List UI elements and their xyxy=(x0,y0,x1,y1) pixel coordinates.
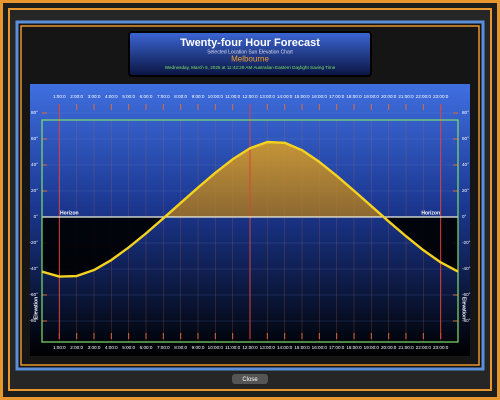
x-tick-label: 19:00:0 xyxy=(364,94,380,99)
x-tick-label: 9:00:0 xyxy=(192,94,205,99)
x-tick-label: 22:00:0 xyxy=(416,345,432,350)
y-tick-label: -20° xyxy=(462,240,471,245)
y-tick-label: -80° xyxy=(462,318,471,323)
x-tick-label: 18:00:0 xyxy=(346,345,362,350)
x-tick-label: 10:00:0 xyxy=(208,345,224,350)
y-tick-label: 80° xyxy=(31,110,38,115)
y-tick-label: 20° xyxy=(462,188,469,193)
x-tick-label: 17:00:0 xyxy=(329,94,345,99)
y-tick-label: 0° xyxy=(34,214,39,219)
chart: 1:00:0 1:00:0 2:00:0 2:00:0 3:00:0 3:00:0 4:00… xyxy=(30,94,471,350)
x-tick-label: 22:00:0 xyxy=(416,94,432,99)
x-tick-label: 17:00:0 xyxy=(329,345,345,350)
y-tick-label: 40° xyxy=(462,162,469,167)
plot-border xyxy=(41,119,459,343)
x-tick-label: 2:00:0 xyxy=(70,345,83,350)
y-tick-label: -40° xyxy=(462,266,471,271)
timestamp: Wednesday, March 5, 2025 at 11:42:29 AM … xyxy=(165,65,336,70)
y-tick-label: -40° xyxy=(30,266,39,271)
x-tick-label: 15:00:0 xyxy=(294,94,310,99)
x-tick-label: 11:00:0 xyxy=(225,94,240,99)
window-title: Twenty-four Hour Forecast xyxy=(180,37,320,49)
x-tick-label: 4:00:0 xyxy=(105,94,118,99)
x-tick-label: 1:00:0 xyxy=(53,345,66,350)
x-tick-label: 12:00:0 xyxy=(242,345,258,350)
x-tick-label: 6:00:0 xyxy=(140,94,153,99)
content-inner-border xyxy=(20,25,480,366)
x-tick-label: 21:00:0 xyxy=(398,94,414,99)
location: Melbourne xyxy=(231,55,269,64)
header-panel xyxy=(128,31,372,77)
y-tick-label: 60° xyxy=(31,136,38,141)
x-tick-label: 7:00:0 xyxy=(157,345,170,350)
horizon-label: Horizon xyxy=(421,210,440,216)
x-tick-label: 8:00:0 xyxy=(174,94,187,99)
x-tick-label: 19:00:0 xyxy=(364,345,380,350)
x-tick-label: 1:00:0 xyxy=(53,94,66,99)
x-tick-label: 20:00:0 xyxy=(381,94,397,99)
x-tick-label: 6:00:0 xyxy=(140,345,153,350)
x-tick-label: 12:00:0 xyxy=(242,94,258,99)
x-tick-label: 20:00:0 xyxy=(381,345,397,350)
y-axis-label: Elevation xyxy=(461,297,467,319)
x-tick-label: 3:00:0 xyxy=(88,94,101,99)
subtitle: Selected Location Sun Elevation Chart xyxy=(207,49,293,55)
close-button[interactable] xyxy=(232,374,268,384)
x-tick-label: 8:00:0 xyxy=(174,345,187,350)
x-tick-label: 14:00:0 xyxy=(277,94,293,99)
x-tick-label: 2:00:0 xyxy=(70,94,83,99)
y-tick-label: -60° xyxy=(30,292,39,297)
x-tick-label: 5:00:0 xyxy=(122,94,135,99)
x-tick-label: 10:00:0 xyxy=(208,94,224,99)
x-tick-label: 5:00:0 xyxy=(122,345,135,350)
x-tick-label: 16:00:0 xyxy=(312,345,328,350)
elevation-line xyxy=(41,140,459,278)
y-tick-label: 40° xyxy=(31,162,38,167)
x-tick-label: 16:00:0 xyxy=(312,94,328,99)
x-tick-label: 14:00:0 xyxy=(277,345,293,350)
x-tick-label: 7:00:0 xyxy=(157,94,170,99)
y-tick-label: 0° xyxy=(462,214,467,219)
x-tick-label: 9:00:0 xyxy=(192,345,205,350)
y-axis-label: Elevation xyxy=(33,297,39,319)
x-tick-label: 13:00:0 xyxy=(260,94,276,99)
y-tick-label: 20° xyxy=(31,188,38,193)
x-tick-label: 23:00:0 xyxy=(433,345,449,350)
y-tick-label: 60° xyxy=(462,136,469,141)
x-tick-label: 11:00:0 xyxy=(225,345,240,350)
y-tick-label: -20° xyxy=(30,240,39,245)
horizon-label: Horizon xyxy=(60,210,79,216)
y-tick-label: -60° xyxy=(462,292,471,297)
x-tick-label: 13:00:0 xyxy=(260,345,276,350)
y-tick-label: -80° xyxy=(30,318,39,323)
x-tick-label: 21:00:0 xyxy=(398,345,414,350)
x-tick-label: 18:00:0 xyxy=(346,94,362,99)
x-tick-label: 4:00:0 xyxy=(105,345,118,350)
y-tick-label: 80° xyxy=(462,110,469,115)
x-tick-label: 3:00:0 xyxy=(88,345,101,350)
x-tick-label: 15:00:0 xyxy=(294,345,310,350)
x-tick-label: 23:00:0 xyxy=(433,94,449,99)
close-label[interactable]: Close xyxy=(242,377,258,383)
